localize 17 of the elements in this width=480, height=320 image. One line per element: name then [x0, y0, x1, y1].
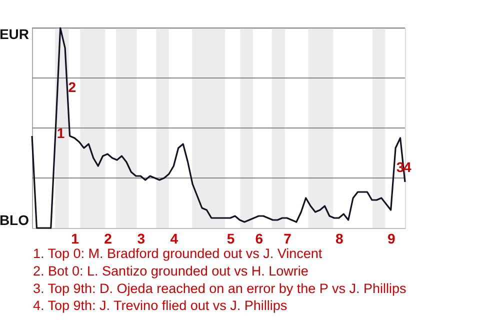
x-tick-label: 7 [284, 230, 292, 246]
x-tick-label: 1 [71, 230, 80, 246]
text: BLO [0, 212, 30, 228]
annotation: 2 [68, 79, 76, 95]
text: 1. Top 0: M. Bradford grounded out vs J. Vincent [33, 246, 322, 261]
x-tick-label: 6 [255, 230, 264, 246]
annotation: 1 [56, 125, 65, 141]
x-tick-label: 2 [104, 230, 112, 246]
text: 2. Bot 0: L. Santizo grounded out vs H. Lowrie [33, 263, 308, 278]
text: EUR [0, 26, 29, 42]
x-tick-label: 8 [336, 230, 344, 246]
text: 3. Top 9th: D. Ojeda reached on an error by the P vs J. Phillips [33, 280, 406, 296]
x-tick-label: 5 [226, 230, 235, 246]
x-tick-label: 3 [137, 230, 146, 246]
text: 4. Top 9th: J. Trevino flied out vs J. Phillips [33, 298, 288, 314]
x-tick-label: 4 [170, 230, 178, 246]
x-tick-label: 9 [387, 230, 396, 246]
